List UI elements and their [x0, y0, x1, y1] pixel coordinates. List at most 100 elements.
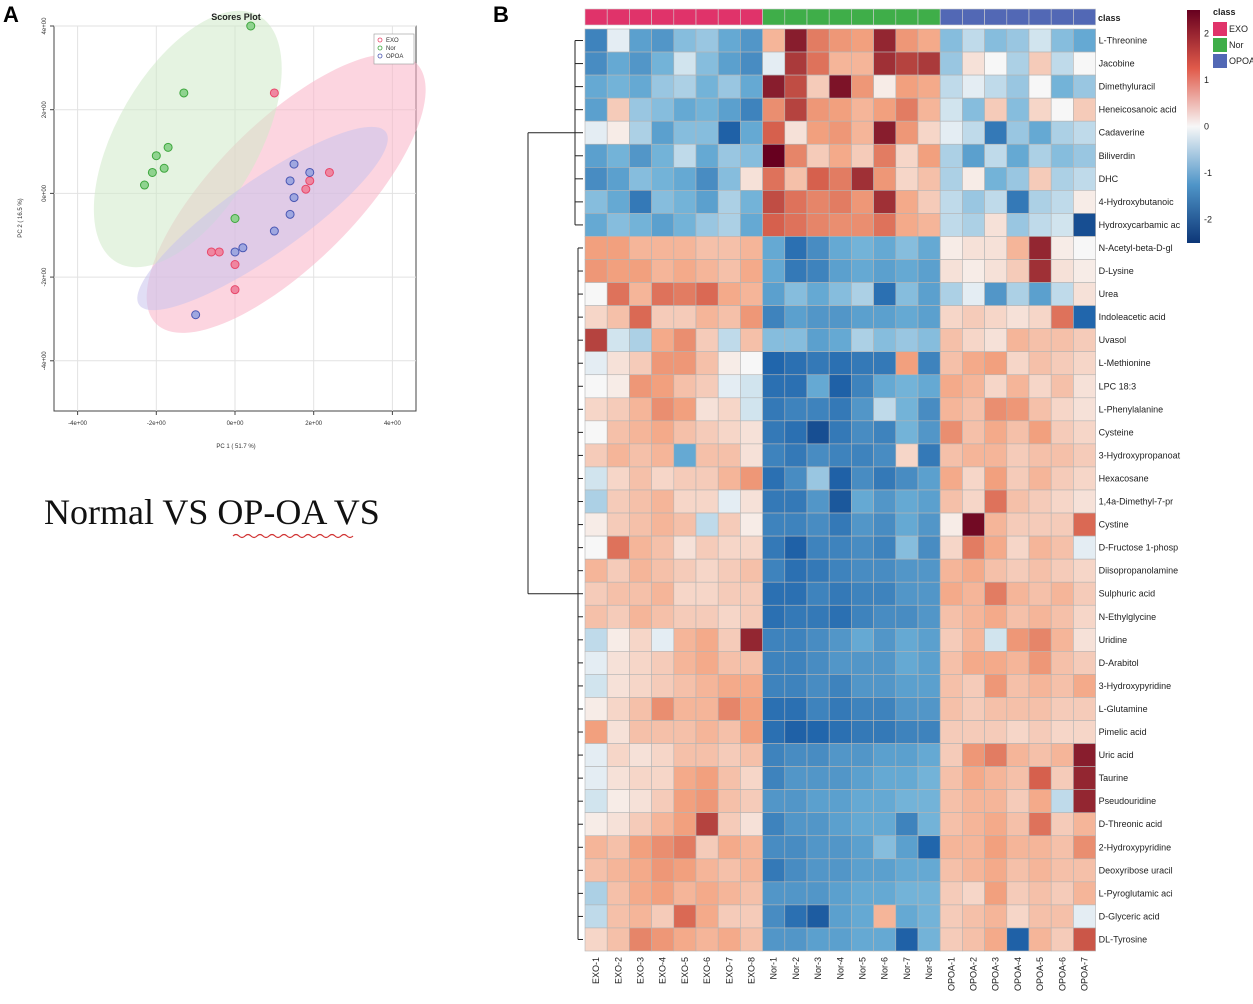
heatmap-cell-10-7 — [740, 259, 763, 283]
heatmap-cell-12-3 — [651, 305, 675, 329]
heatmap-cell-21-9 — [784, 512, 808, 537]
heatmap-cell-17-18 — [984, 420, 1008, 445]
heatmap-cell-16-18 — [984, 397, 1008, 422]
heatmap-cell-19-15 — [917, 466, 941, 491]
heatmap-cell-30-15 — [917, 720, 941, 744]
heatmap-cell-17-6 — [717, 420, 741, 445]
heatmap-cell-37-17 — [962, 881, 985, 906]
heatmap-cell-28-8 — [762, 674, 786, 698]
heatmap-cell-7-9 — [784, 190, 808, 214]
row-label-16: L-Phenylalanine — [1099, 404, 1164, 414]
heatmap-cell-37-1 — [606, 881, 630, 906]
heatmap-cell-18-15 — [917, 443, 941, 468]
heatmap-cell-14-18 — [984, 351, 1008, 376]
heatmap-cell-25-11 — [828, 604, 852, 629]
heatmap-cell-19-11 — [828, 466, 852, 491]
heatmap-cell-30-17 — [962, 720, 985, 744]
heatmap-cell-0-5 — [695, 28, 719, 53]
heatmap-cell-2-14 — [895, 74, 919, 99]
heatmap-cell-2-4 — [673, 74, 697, 99]
heatmap-cell-29-3 — [651, 697, 675, 721]
heatmap-cell-22-15 — [917, 535, 941, 560]
column-label-12: Nor-5 — [858, 957, 868, 980]
heatmap-cell-1-16 — [939, 51, 963, 76]
heatmap-cell-5-18 — [984, 143, 1008, 168]
heatmap-cell-30-13 — [873, 720, 897, 744]
heatmap-cell-7-12 — [851, 190, 874, 214]
heatmap-cell-38-14 — [895, 904, 919, 929]
heatmap-cell-35-5 — [695, 835, 719, 860]
heatmap-cell-27-10 — [806, 651, 830, 675]
heatmap-cell-7-3 — [651, 190, 675, 214]
heatmap-cell-39-14 — [895, 927, 919, 952]
heatmap-cell-37-22 — [1073, 881, 1096, 906]
heatmap-cell-17-13 — [873, 420, 897, 445]
heatmap-cell-19-12 — [851, 466, 874, 491]
heatmap-cell-19-17 — [962, 466, 985, 491]
heatmap-cell-29-11 — [828, 697, 852, 721]
comparison-caption: Normal VS OP-OA VS — [44, 492, 380, 532]
heatmap-cell-9-0 — [584, 236, 608, 260]
heatmap-cell-38-11 — [828, 904, 852, 929]
heatmap-cell-29-9 — [784, 697, 808, 721]
heatmap-cell-13-11 — [828, 328, 852, 352]
heatmap-cell-14-20 — [1028, 351, 1052, 376]
heatmap-cell-10-16 — [939, 259, 963, 283]
heatmap-cell-9-15 — [917, 236, 941, 260]
heatmap-cell-21-11 — [828, 512, 852, 537]
point-nor-7 — [230, 214, 240, 223]
heatmap-cell-12-20 — [1028, 305, 1052, 329]
scores-y-tick-label-4: 4e+00 — [42, 17, 48, 35]
heatmap-cell-4-12 — [851, 120, 874, 145]
heatmap-cell-24-3 — [651, 581, 675, 606]
heatmap-cell-34-3 — [651, 812, 675, 837]
heatmap-cell-20-20 — [1028, 489, 1052, 514]
heatmap-cell-27-15 — [917, 651, 941, 675]
heatmap-cell-37-8 — [762, 881, 786, 906]
heatmap-cell-14-17 — [962, 351, 985, 376]
heatmap-cell-36-22 — [1073, 858, 1096, 883]
heatmap-cell-28-2 — [629, 674, 652, 698]
heatmap-cell-18-10 — [806, 443, 830, 468]
heatmap-cell-15-4 — [673, 374, 697, 399]
heatmap-cell-3-11 — [828, 97, 852, 122]
heatmap-cell-3-9 — [784, 97, 808, 122]
heatmap-cell-7-13 — [873, 190, 897, 214]
heatmap-cell-22-0 — [584, 535, 608, 560]
heatmap-cell-10-13 — [873, 259, 897, 283]
heatmap-cell-20-8 — [762, 489, 786, 514]
heatmap-cell-8-8 — [762, 213, 786, 237]
heatmap-cell-36-10 — [806, 858, 830, 883]
heatmap-cell-5-15 — [917, 143, 941, 168]
class-bar-cell-3 — [651, 8, 675, 26]
heatmap-cell-7-16 — [939, 190, 963, 214]
row-label-34: D-Threonic acid — [1099, 819, 1163, 829]
heatmap-cell-35-6 — [717, 835, 741, 860]
heatmap-cell-38-7 — [740, 904, 763, 929]
heatmap-cell-9-12 — [851, 236, 874, 260]
heatmap-cell-12-21 — [1050, 305, 1074, 329]
heatmap-cell-20-16 — [939, 489, 963, 514]
heatmap-cell-10-21 — [1050, 259, 1074, 283]
row-label-1: Jacobine — [1099, 59, 1135, 69]
heatmap-cell-12-16 — [939, 305, 963, 329]
heatmap-cell-7-5 — [695, 190, 719, 214]
heatmap-cell-22-7 — [740, 535, 763, 560]
row-label-14: L-Methionine — [1099, 358, 1151, 368]
heatmap-cell-31-22 — [1073, 743, 1096, 767]
heatmap-cell-36-9 — [784, 858, 808, 883]
row-label-8: Hydroxycarbamic ac — [1099, 220, 1181, 230]
heatmap-cell-21-19 — [1006, 512, 1030, 537]
heatmap-cell-14-16 — [939, 351, 963, 376]
heatmap-cell-8-14 — [895, 213, 919, 237]
heatmap-cell-12-0 — [584, 305, 608, 329]
heatmap-cell-10-6 — [717, 259, 741, 283]
heatmap-cell-36-3 — [651, 858, 675, 883]
heatmap-cell-35-14 — [895, 835, 919, 860]
heatmap-cell-6-11 — [828, 167, 852, 191]
heatmap-cell-27-12 — [851, 651, 874, 675]
heatmap-cell-33-21 — [1050, 789, 1074, 814]
heatmap-cell-21-6 — [717, 512, 741, 537]
heatmap-cell-26-15 — [917, 627, 941, 652]
class-legend-label-nor: Nor — [1229, 40, 1244, 50]
